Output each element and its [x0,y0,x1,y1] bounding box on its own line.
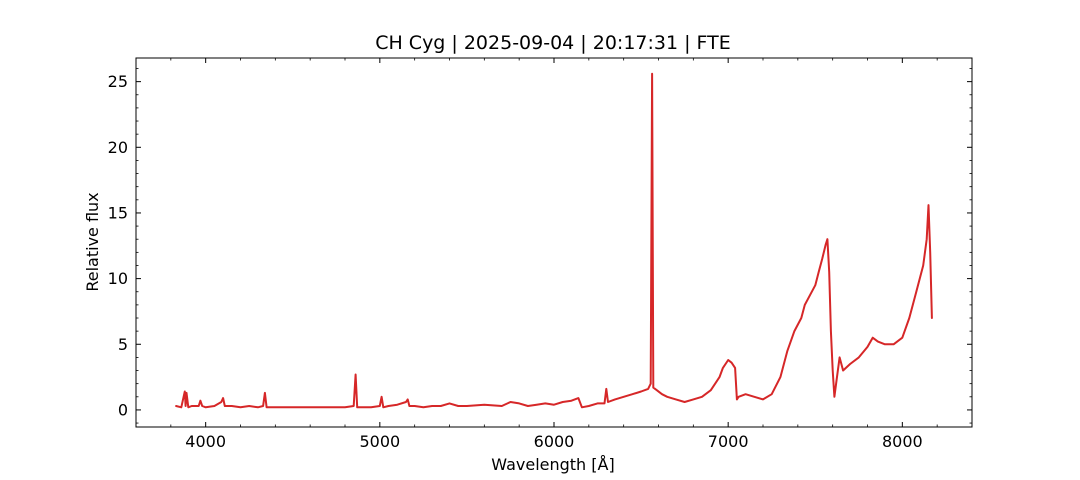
plot-frame [135,57,973,428]
y-tick-label: 20 [108,138,128,157]
x-tick-label: 7000 [708,432,749,451]
axis-ticks: 4000 5000 6000 7000 8000 0 5 10 15 20 25 [108,58,973,451]
x-tick-label: 6000 [534,432,575,451]
series-layer [175,72,933,409]
x-tick-label: 8000 [882,432,923,451]
y-axis-label: Relative flux [83,192,102,291]
y-tick-label: 0 [118,400,128,419]
x-axis-label: Wavelength [Å] [491,455,614,474]
spectrum-line [175,72,933,409]
x-tick-label: 5000 [359,432,400,451]
y-tick-label: 10 [108,269,128,288]
y-tick-label: 5 [118,335,128,354]
y-tick-label: 15 [108,203,128,222]
chart-title: CH Cyg | 2025-09-04 | 20:17:31 | FTE [375,32,731,54]
x-tick-label: 4000 [185,432,226,451]
y-tick-label: 25 [108,72,128,91]
